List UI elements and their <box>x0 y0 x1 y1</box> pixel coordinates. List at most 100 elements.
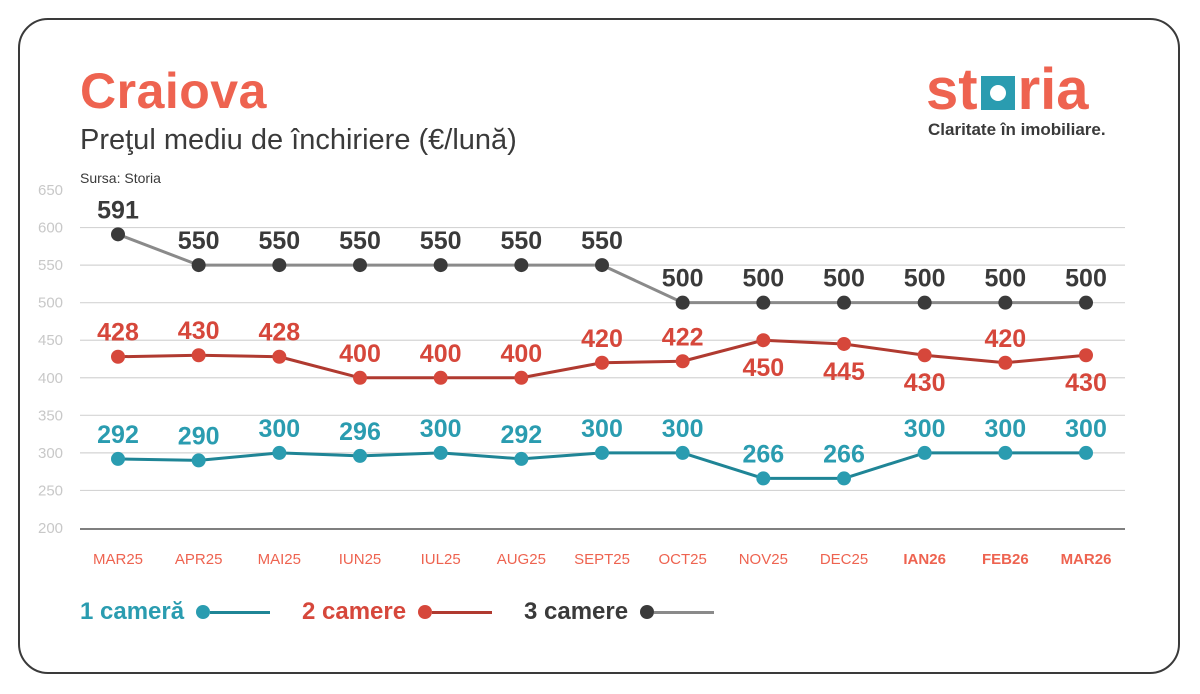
legend-line-icon <box>432 610 493 614</box>
data-point <box>837 295 851 310</box>
data-point <box>433 445 448 460</box>
data-point <box>917 295 932 310</box>
data-point <box>111 451 125 466</box>
data-label: 500 <box>984 265 1026 293</box>
data-label: 500 <box>1065 265 1107 293</box>
data-label: 550 <box>178 227 220 255</box>
x-tick-label: IUN25 <box>339 551 382 568</box>
data-label: 430 <box>178 317 220 345</box>
legend-label: 3 camere <box>524 598 629 625</box>
legend-dot-icon <box>640 605 655 619</box>
y-tick-label: 550 <box>38 257 63 274</box>
x-tick-label: FEB26 <box>982 551 1029 568</box>
data-point <box>353 258 367 273</box>
y-tick-label: 300 <box>38 445 63 462</box>
data-point <box>837 336 851 351</box>
legend-dot-icon <box>418 605 433 619</box>
y-tick-label: 400 <box>38 370 63 387</box>
data-point <box>433 258 448 273</box>
data-label: 292 <box>500 421 542 449</box>
data-label: 430 <box>1065 369 1107 397</box>
x-tick-label: AUG25 <box>497 551 546 568</box>
data-point <box>272 445 287 460</box>
chart-card <box>18 18 1180 674</box>
legend-item-1-camera: 1 cameră <box>80 598 271 626</box>
data-label: 500 <box>823 265 865 293</box>
data-label: 296 <box>339 418 381 446</box>
data-label: 300 <box>1065 415 1107 443</box>
logo-word-end: ria <box>1017 57 1089 122</box>
x-tick-label: MAI25 <box>258 551 301 568</box>
data-label: 450 <box>742 354 784 382</box>
chart-legend: 1 cameră 2 camere 3 camere <box>0 598 1200 638</box>
data-label: 400 <box>500 340 542 368</box>
data-label: 300 <box>420 415 462 443</box>
data-label: 550 <box>420 227 462 255</box>
legend-label: 2 camere <box>302 598 407 625</box>
y-tick-label: 450 <box>38 332 63 349</box>
data-point <box>111 227 125 242</box>
y-tick-label: 500 <box>38 295 63 312</box>
legend-line-icon <box>654 610 715 614</box>
x-tick-label: IAN26 <box>903 551 946 568</box>
x-tick-label: APR25 <box>175 551 223 568</box>
data-point <box>917 445 932 460</box>
data-point <box>514 258 529 273</box>
data-point <box>514 370 529 385</box>
x-tick-label: MAR26 <box>1061 551 1112 568</box>
data-label: 266 <box>823 440 865 468</box>
data-point <box>595 355 609 370</box>
data-label: 550 <box>500 227 542 255</box>
data-label: 500 <box>904 265 946 293</box>
legend-line-icon <box>210 610 271 614</box>
y-tick-label: 350 <box>38 407 63 424</box>
data-label: 300 <box>904 415 946 443</box>
data-point <box>837 471 851 486</box>
data-label: 422 <box>662 323 704 351</box>
data-point <box>514 451 529 466</box>
data-label: 550 <box>339 227 381 255</box>
x-tick-label: SEPT25 <box>574 551 630 568</box>
data-label: 591 <box>97 196 139 224</box>
data-point <box>998 355 1013 370</box>
data-point <box>675 445 690 460</box>
x-tick-label: OCT25 <box>658 551 706 568</box>
data-label: 292 <box>97 421 139 449</box>
data-point <box>675 354 690 369</box>
data-point <box>998 445 1013 460</box>
x-tick-label: IUL25 <box>421 551 461 568</box>
data-point <box>595 445 609 460</box>
legend-item-2-camere: 2 camere <box>302 598 493 626</box>
data-label: 430 <box>904 369 946 397</box>
y-tick-label: 200 <box>38 520 63 537</box>
data-point <box>675 295 690 310</box>
data-point <box>756 471 771 486</box>
data-label: 445 <box>823 358 865 386</box>
data-label: 428 <box>97 319 139 347</box>
data-label: 300 <box>581 415 623 443</box>
data-point <box>191 453 206 468</box>
legend-item-3-camere: 3 camere <box>524 598 715 626</box>
data-point <box>272 349 287 364</box>
chart-subtitle: Preţul mediu de închiriere (€/lună) <box>80 124 517 156</box>
data-label: 400 <box>420 340 462 368</box>
legend-dot-icon <box>196 605 211 619</box>
data-label: 420 <box>581 325 623 353</box>
logo-word-start: st <box>926 57 978 122</box>
y-tick-label: 650 <box>38 182 63 199</box>
data-label: 300 <box>662 415 704 443</box>
data-label: 290 <box>178 422 220 450</box>
x-tick-label: MAR25 <box>93 551 143 568</box>
data-point <box>272 258 287 273</box>
data-label: 500 <box>662 265 704 293</box>
logo-square-icon <box>980 75 1015 110</box>
data-point <box>191 348 206 363</box>
chart-title: Craiova <box>80 63 267 119</box>
data-label: 266 <box>742 440 784 468</box>
data-point <box>1079 445 1093 460</box>
data-point <box>1079 295 1093 310</box>
data-point <box>353 448 367 463</box>
data-point <box>433 370 448 385</box>
logo-wordmark: st ria <box>926 56 1089 123</box>
